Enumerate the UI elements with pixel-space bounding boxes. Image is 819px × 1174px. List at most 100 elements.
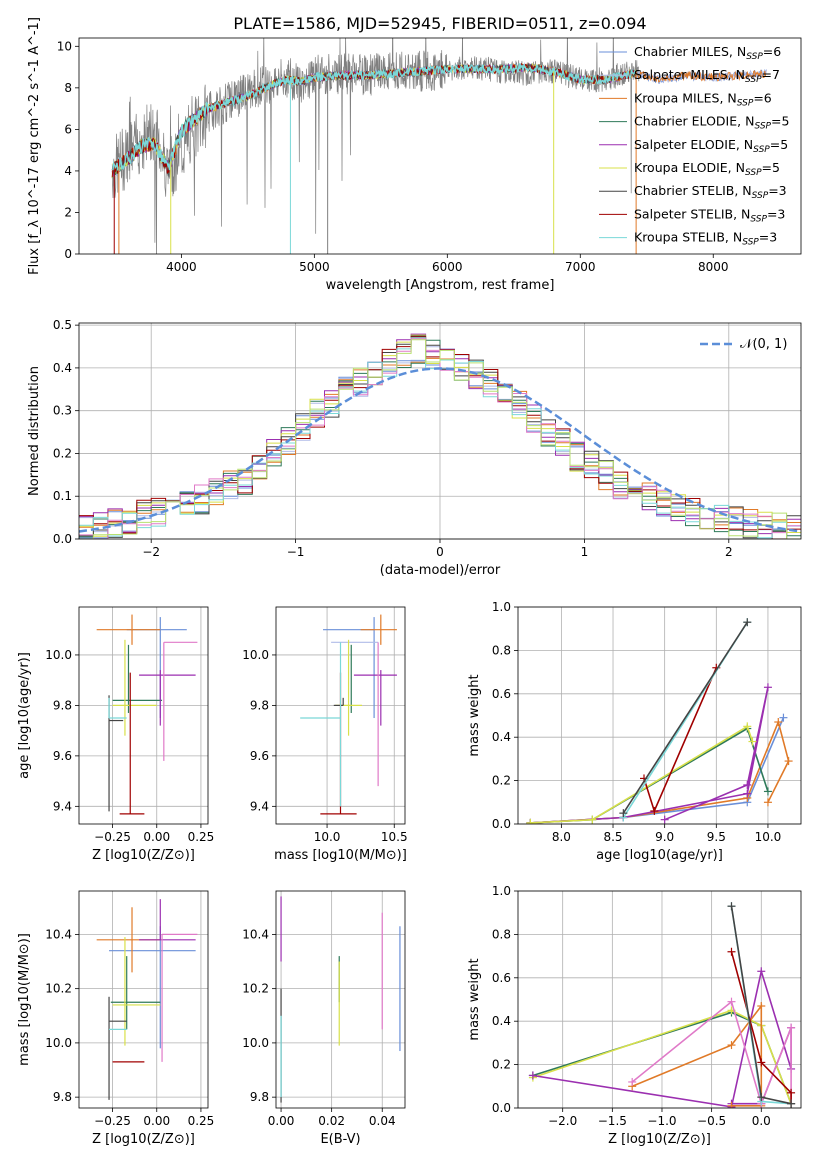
axes-frame bbox=[78, 322, 802, 540]
y-tick-label: 0.6 bbox=[492, 971, 511, 985]
x-axis-label: Z [log10(Z/Z⊙)] bbox=[608, 1132, 711, 1147]
legend-label: Salpeter ELODIE, NSSP=5 bbox=[634, 137, 788, 155]
legend-label-subscript: SSP bbox=[742, 238, 759, 248]
legend-label-prefix: Salpeter ELODIE, N bbox=[634, 137, 753, 152]
axes-frame bbox=[517, 890, 802, 1109]
y-tick-label: 9.6 bbox=[53, 749, 72, 763]
x-axis-label: Z [log10(Z/Z⊙)] bbox=[92, 848, 195, 863]
legend-label-suffix: =7 bbox=[762, 67, 780, 82]
x-tick-label: 7000 bbox=[565, 260, 596, 274]
x-tick-label: 0.25 bbox=[188, 1114, 215, 1128]
y-tick-label: 10.0 bbox=[242, 1036, 269, 1050]
x-tick-label: 0.00 bbox=[143, 1114, 170, 1128]
x-tick-label: 4000 bbox=[166, 260, 197, 274]
y-axis-label: Flux [f_λ 10^-17 erg cm^-2 s^-1 A^-1] bbox=[27, 17, 42, 275]
y-tick-label: 6 bbox=[64, 122, 72, 136]
x-tick-label: 6000 bbox=[432, 260, 463, 274]
x-tick-label: −0.25 bbox=[94, 1114, 131, 1128]
y-tick-label: 10.2 bbox=[242, 982, 269, 996]
x-axis-label: mass [log10(M/M⊙)] bbox=[274, 848, 407, 863]
y-tick-label: 0.6 bbox=[492, 687, 511, 701]
y-tick-label: 0 bbox=[64, 247, 72, 261]
x-axis-label: E(B-V) bbox=[320, 1132, 360, 1147]
x-tick-label: 8.0 bbox=[552, 830, 571, 844]
x-tick-label: −0.5 bbox=[697, 1114, 726, 1128]
x-tick-label: 8000 bbox=[698, 260, 729, 274]
weight-vs-age: 8.0 8.5 9.0 9.5 10.0 0.0 0.2 0.4 0.6 0.8 1.0 age [l… bbox=[467, 600, 802, 863]
legend-label-prefix: Kroupa STELIB, N bbox=[634, 230, 742, 245]
x-tick-label: 0.25 bbox=[188, 830, 215, 844]
weight-vs-z: −2.0 −1.5 −1.0 −0.5 0.0 0.0 0.2 0.4 0.6 0.8 1.0 Z [… bbox=[467, 884, 802, 1147]
legend-label-subscript: SSP bbox=[745, 75, 762, 85]
x-tick-label: 10.0 bbox=[314, 830, 341, 844]
y-tick-label: 0.4 bbox=[53, 361, 72, 375]
y-tick-label: 8 bbox=[64, 81, 72, 95]
x-tick-label: 2 bbox=[725, 545, 733, 559]
y-tick-label: 0.4 bbox=[492, 730, 511, 744]
axes-frame bbox=[517, 606, 802, 825]
y-axis-label: mass weight bbox=[467, 674, 482, 756]
y-tick-label: 0.8 bbox=[492, 643, 511, 657]
axes-frame bbox=[78, 890, 209, 1109]
x-axis-label: Z [log10(Z/Z⊙)] bbox=[92, 1132, 195, 1147]
y-tick-label: 9.4 bbox=[250, 799, 269, 813]
legend-label-subscript: SSP bbox=[745, 168, 762, 178]
age-vs-z: −0.25 0.00 0.25 9.4 9.6 9.8 10.0 Z [log10(Z/Z⊙)… bbox=[17, 606, 215, 863]
weight-vs-age-plot bbox=[526, 618, 793, 824]
y-tick-label: 10.4 bbox=[242, 927, 269, 941]
legend-label-prefix: Kroupa ELODIE, N bbox=[634, 160, 745, 175]
x-tick-label: 0 bbox=[436, 545, 444, 559]
y-tick-label: 9.4 bbox=[53, 799, 72, 813]
weight-line-chabrier_miles bbox=[530, 717, 785, 824]
legend-label-subscript: SSP bbox=[752, 191, 769, 201]
axes-frame bbox=[275, 606, 406, 825]
histogram-step-chabrier_stelib bbox=[79, 335, 801, 539]
y-tick-label: 0.3 bbox=[53, 404, 72, 418]
legend-label-suffix: =5 bbox=[762, 160, 780, 175]
weight-line-salpeter_elodie bbox=[530, 687, 769, 824]
legend-label-suffix: =3 bbox=[759, 230, 777, 245]
chart-title: PLATE=1586, MJD=52945, FIBERID=0511, z=0… bbox=[233, 14, 646, 33]
legend-label: Salpeter STELIB, NSSP=3 bbox=[634, 206, 785, 224]
legend-label: Kroupa ELODIE, NSSP=5 bbox=[634, 160, 780, 178]
y-axis-label: Normed distribution bbox=[27, 366, 42, 496]
x-tick-label: 0.00 bbox=[143, 830, 170, 844]
x-tick-label: 0.02 bbox=[318, 1114, 345, 1128]
x-tick-label: 0.0 bbox=[752, 1114, 771, 1128]
legend-label-suffix: =3 bbox=[768, 183, 786, 198]
y-tick-label: 0.0 bbox=[492, 817, 511, 831]
legend-label-suffix: =3 bbox=[767, 206, 785, 221]
y-tick-label: 1.0 bbox=[492, 600, 511, 614]
legend-label-prefix: Salpeter MILES, N bbox=[634, 67, 745, 82]
axes-frame bbox=[275, 890, 406, 1109]
x-axis-label: (data-model)/error bbox=[380, 563, 501, 578]
legend-label: Kroupa MILES, NSSP=6 bbox=[634, 90, 772, 108]
legend-label-suffix: =5 bbox=[770, 137, 788, 152]
x-tick-label: −1.0 bbox=[647, 1114, 676, 1128]
x-tick-label: 0.04 bbox=[369, 1114, 396, 1128]
legend-label-suffix: =6 bbox=[753, 90, 771, 105]
y-tick-label: 9.6 bbox=[250, 749, 269, 763]
y-tick-label: 10.4 bbox=[45, 927, 72, 941]
legend-label-prefix: Chabrier ELODIE, N bbox=[634, 114, 754, 129]
x-axis-label: wavelength [Angstrom, rest frame] bbox=[326, 278, 555, 293]
x-tick-label: 1 bbox=[581, 545, 589, 559]
y-axis-label: age [log10(age/yr)] bbox=[17, 652, 32, 779]
x-tick-label: 10.0 bbox=[755, 830, 782, 844]
y-tick-label: 10.0 bbox=[45, 1036, 72, 1050]
y-tick-label: 1.0 bbox=[492, 884, 511, 898]
legend-label-subscript: SSP bbox=[750, 214, 767, 224]
y-tick-label: 10.2 bbox=[45, 982, 72, 996]
y-tick-label: 0.0 bbox=[492, 1101, 511, 1115]
histogram-plot bbox=[79, 333, 801, 539]
axes-frame bbox=[78, 37, 802, 255]
y-tick-label: 9.8 bbox=[250, 698, 269, 712]
x-tick-label: −1.5 bbox=[598, 1114, 627, 1128]
x-tick-label: −2.0 bbox=[548, 1114, 577, 1128]
y-axis-label: mass [log10(M/M⊙)] bbox=[17, 933, 32, 1066]
x-tick-label: 0.00 bbox=[268, 1114, 295, 1128]
legend-label-suffix: =5 bbox=[771, 114, 789, 129]
weight-line-chabrier_stelib bbox=[622, 621, 748, 814]
